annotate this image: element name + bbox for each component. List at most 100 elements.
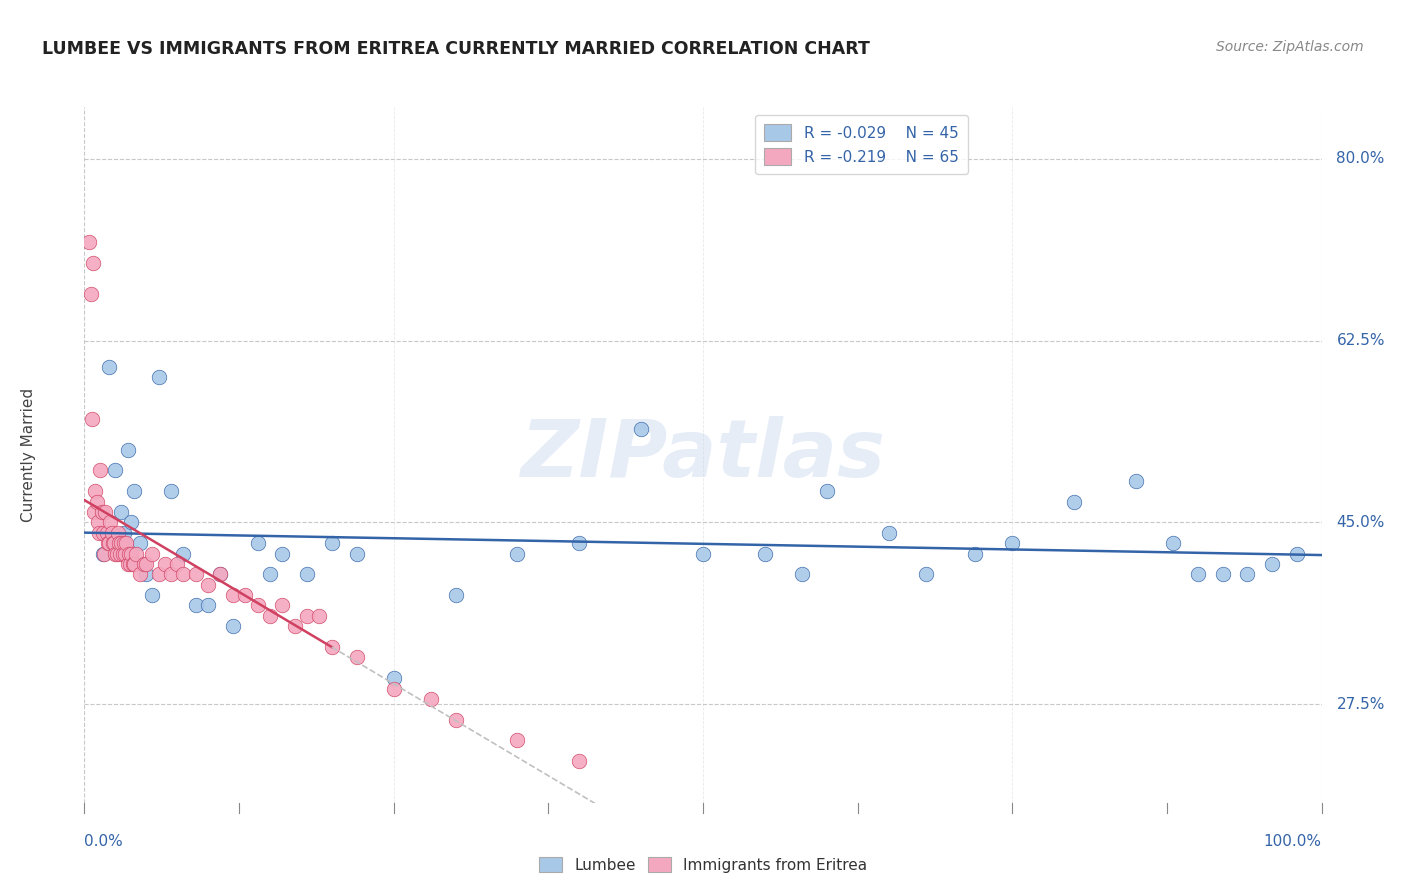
Point — [259, 567, 281, 582]
Point — [135, 557, 157, 571]
Point — [271, 547, 294, 561]
Point — [94, 505, 117, 519]
Text: 45.0%: 45.0% — [1337, 515, 1385, 530]
Point — [112, 536, 135, 550]
Point — [108, 536, 131, 550]
Point — [135, 567, 157, 582]
Point — [105, 547, 128, 561]
Text: LUMBEE VS IMMIGRANTS FROM ERITREA CURRENTLY MARRIED CORRELATION CHART: LUMBEE VS IMMIGRANTS FROM ERITREA CURREN… — [42, 40, 870, 58]
Text: Source: ZipAtlas.com: Source: ZipAtlas.com — [1216, 40, 1364, 54]
Point — [321, 536, 343, 550]
Legend: R = -0.029    N = 45, R = -0.219    N = 65: R = -0.029 N = 45, R = -0.219 N = 65 — [755, 115, 967, 175]
Text: Currently Married: Currently Married — [21, 388, 37, 522]
Point — [110, 536, 132, 550]
Point — [197, 599, 219, 613]
Point — [100, 525, 122, 540]
Point — [346, 650, 368, 665]
Point — [96, 525, 118, 540]
Point — [222, 619, 245, 633]
Text: 100.0%: 100.0% — [1264, 834, 1322, 849]
Point — [114, 547, 136, 561]
Point — [1285, 547, 1308, 561]
Point — [1125, 474, 1147, 488]
Point — [153, 557, 176, 571]
Point — [118, 547, 141, 561]
Point — [1063, 494, 1085, 508]
Point — [89, 463, 111, 477]
Point — [129, 567, 152, 582]
Point — [754, 547, 776, 561]
Point — [271, 599, 294, 613]
Point — [101, 536, 124, 550]
Point — [246, 536, 269, 550]
Point — [346, 547, 368, 561]
Point — [506, 547, 529, 561]
Point — [107, 525, 129, 540]
Text: ZIPatlas: ZIPatlas — [520, 416, 886, 494]
Point — [141, 588, 163, 602]
Point — [259, 608, 281, 623]
Point — [91, 547, 114, 561]
Point — [125, 547, 148, 561]
Point — [80, 411, 103, 425]
Point — [184, 599, 207, 613]
Point — [444, 588, 467, 602]
Point — [79, 287, 101, 301]
Point — [1261, 557, 1284, 571]
Point — [83, 505, 105, 519]
Point — [110, 547, 132, 561]
Point — [965, 547, 987, 561]
Point — [89, 525, 111, 540]
Point — [129, 536, 152, 550]
Point — [209, 567, 232, 582]
Point — [84, 484, 107, 499]
Point — [308, 608, 330, 623]
Point — [91, 525, 114, 540]
Point — [222, 588, 245, 602]
Point — [1187, 567, 1209, 582]
Point — [97, 536, 120, 550]
Point — [790, 567, 813, 582]
Point — [160, 484, 183, 499]
Point — [111, 547, 134, 561]
Point — [104, 547, 127, 561]
Point — [197, 578, 219, 592]
Text: 62.5%: 62.5% — [1337, 334, 1385, 348]
Point — [79, 235, 101, 249]
Point — [160, 567, 183, 582]
Point — [815, 484, 838, 499]
Point — [1001, 536, 1024, 550]
Point — [104, 463, 127, 477]
Point — [172, 567, 194, 582]
Point — [630, 422, 652, 436]
Point — [86, 494, 108, 508]
Point — [419, 692, 441, 706]
Point — [112, 525, 135, 540]
Point — [382, 671, 405, 685]
Text: 80.0%: 80.0% — [1337, 152, 1385, 167]
Point — [148, 370, 170, 384]
Text: 0.0%: 0.0% — [84, 834, 124, 849]
Point — [295, 608, 318, 623]
Point — [115, 536, 138, 550]
Point — [506, 733, 529, 747]
Point — [132, 557, 155, 571]
Point — [568, 754, 591, 768]
Point — [103, 536, 125, 550]
Point — [1212, 567, 1234, 582]
Point — [82, 256, 104, 270]
Point — [233, 588, 256, 602]
Point — [148, 567, 170, 582]
Point — [321, 640, 343, 654]
Text: 27.5%: 27.5% — [1337, 697, 1385, 712]
Point — [1161, 536, 1184, 550]
Point — [93, 547, 115, 561]
Point — [98, 359, 121, 374]
Point — [246, 599, 269, 613]
Point — [121, 557, 143, 571]
Point — [172, 547, 194, 561]
Point — [98, 536, 121, 550]
Point — [90, 505, 112, 519]
Point — [284, 619, 307, 633]
Point — [184, 567, 207, 582]
